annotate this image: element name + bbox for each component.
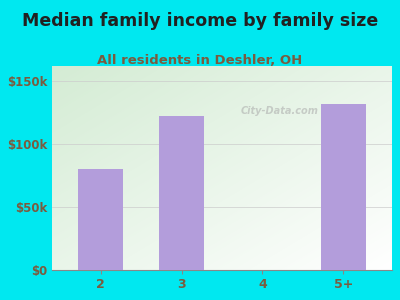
- Bar: [78, 169, 123, 270]
- Bar: [321, 104, 366, 270]
- Text: City-Data.com: City-Data.com: [241, 106, 319, 116]
- Text: Median family income by family size: Median family income by family size: [22, 12, 378, 30]
- Bar: [159, 116, 204, 270]
- Text: All residents in Deshler, OH: All residents in Deshler, OH: [97, 54, 303, 67]
